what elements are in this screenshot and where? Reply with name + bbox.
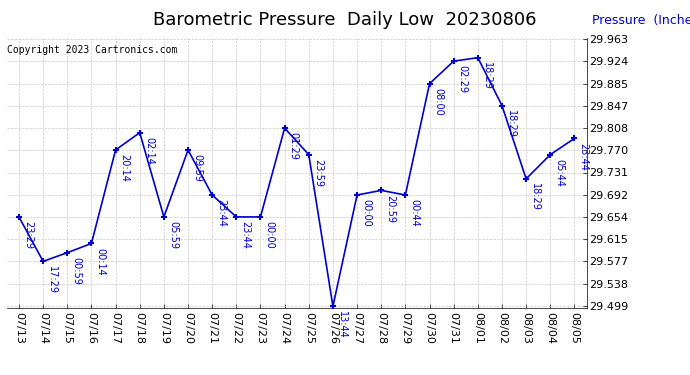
Text: 23:44: 23:44 — [579, 142, 589, 171]
Text: 02:14: 02:14 — [144, 137, 154, 165]
Text: 01:29: 01:29 — [289, 132, 299, 160]
Text: 18:29: 18:29 — [506, 110, 516, 138]
Text: 23:29: 23:29 — [23, 221, 33, 249]
Text: 05:44: 05:44 — [555, 159, 564, 187]
Text: 23:59: 23:59 — [313, 159, 323, 187]
Text: Pressure  (Inches/Hg): Pressure (Inches/Hg) — [592, 14, 690, 27]
Text: 20:59: 20:59 — [386, 195, 395, 222]
Text: Barometric Pressure  Daily Low  20230806: Barometric Pressure Daily Low 20230806 — [153, 11, 537, 29]
Text: 18:29: 18:29 — [531, 183, 540, 211]
Text: 00:44: 00:44 — [410, 199, 420, 227]
Text: 02:29: 02:29 — [458, 65, 468, 93]
Text: 23:44: 23:44 — [241, 221, 250, 249]
Text: 08:00: 08:00 — [434, 88, 444, 116]
Text: 05:59: 05:59 — [168, 221, 178, 249]
Text: 00:14: 00:14 — [96, 248, 106, 275]
Text: 09:59: 09:59 — [193, 154, 202, 182]
Text: 18:29: 18:29 — [482, 62, 492, 90]
Text: Copyright 2023 Cartronics.com: Copyright 2023 Cartronics.com — [7, 45, 177, 55]
Text: 20:14: 20:14 — [120, 154, 130, 182]
Text: 00:59: 00:59 — [72, 257, 81, 285]
Text: 00:00: 00:00 — [265, 221, 275, 249]
Text: 00:00: 00:00 — [362, 199, 371, 227]
Text: 13:44: 13:44 — [337, 310, 347, 338]
Text: 23:44: 23:44 — [217, 199, 226, 227]
Text: 17:29: 17:29 — [48, 266, 57, 294]
